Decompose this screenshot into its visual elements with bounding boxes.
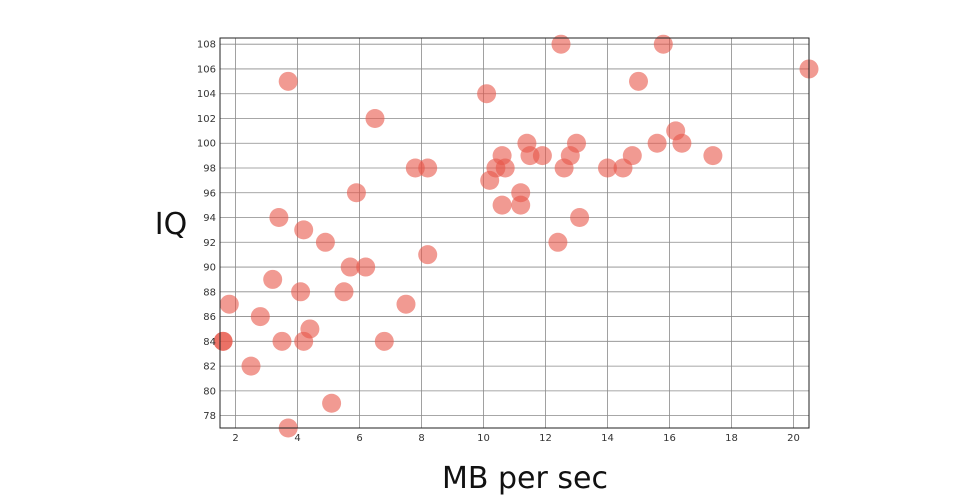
grid bbox=[220, 38, 809, 428]
data-point bbox=[269, 208, 289, 228]
data-point bbox=[647, 133, 667, 153]
plot-frame bbox=[219, 37, 810, 429]
data-point bbox=[511, 195, 531, 215]
x-axis-ticks: 2 4 6 8 10 12 14 16 18 20 bbox=[232, 433, 800, 444]
data-point bbox=[629, 71, 648, 91]
data-point bbox=[278, 71, 298, 91]
data-point bbox=[250, 307, 270, 327]
x-tick-label: 20 bbox=[787, 433, 800, 444]
x-tick-label: 4 bbox=[294, 433, 300, 444]
x-tick-label: 12 bbox=[539, 433, 552, 444]
y-tick-label: 78 bbox=[203, 411, 216, 422]
x-tick-label: 18 bbox=[725, 433, 738, 444]
data-point bbox=[322, 393, 342, 413]
y-tick-label: 94 bbox=[203, 213, 216, 224]
data-point bbox=[396, 294, 416, 314]
data-point bbox=[418, 245, 438, 265]
data-point bbox=[241, 356, 261, 376]
data-point bbox=[294, 220, 314, 240]
data-point bbox=[477, 84, 497, 104]
data-point bbox=[334, 282, 354, 302]
x-tick-label: 16 bbox=[663, 433, 676, 444]
y-tick-label: 80 bbox=[203, 386, 216, 397]
data-point bbox=[365, 108, 385, 128]
data-point bbox=[495, 158, 515, 178]
x-tick-label: 14 bbox=[601, 433, 614, 444]
data-point bbox=[492, 195, 512, 215]
data-point bbox=[567, 133, 586, 153]
data-point bbox=[300, 319, 320, 339]
data-point bbox=[374, 331, 394, 351]
x-tick-label: 6 bbox=[356, 433, 362, 444]
data-point bbox=[315, 232, 335, 252]
y-axis-title: IQ bbox=[155, 207, 187, 242]
x-axis-title: MB per sec bbox=[442, 461, 608, 496]
y-tick-label: 88 bbox=[203, 287, 216, 298]
y-axis-ticks: 78 80 82 84 86 88 90 92 94 96 98 100 102 104 106 108 bbox=[197, 40, 216, 422]
data-point bbox=[219, 294, 239, 314]
x-tick-label: 8 bbox=[418, 433, 424, 444]
y-tick-label: 82 bbox=[203, 362, 216, 373]
y-tick-label: 96 bbox=[203, 188, 216, 199]
data-point bbox=[356, 257, 376, 277]
y-tick-label: 84 bbox=[203, 337, 216, 348]
y-tick-label: 92 bbox=[203, 238, 216, 249]
data-point bbox=[213, 331, 233, 351]
data-point bbox=[263, 269, 283, 289]
data-point bbox=[346, 183, 366, 203]
y-tick-label: 108 bbox=[197, 40, 216, 51]
data-point bbox=[340, 257, 360, 277]
data-point bbox=[672, 133, 692, 153]
x-tick-label: 10 bbox=[477, 433, 490, 444]
data-point bbox=[548, 232, 568, 252]
data-point bbox=[598, 158, 617, 178]
data-point bbox=[532, 146, 552, 166]
data-point bbox=[653, 34, 673, 54]
y-tick-label: 86 bbox=[203, 312, 216, 323]
data-point bbox=[703, 146, 723, 166]
data-point bbox=[551, 34, 571, 54]
y-tick-label: 100 bbox=[197, 139, 216, 150]
data-point bbox=[622, 146, 642, 166]
y-tick-label: 90 bbox=[203, 263, 216, 274]
data-point bbox=[291, 282, 311, 302]
data-points bbox=[213, 34, 819, 438]
data-point bbox=[272, 331, 292, 351]
y-tick-label: 104 bbox=[197, 89, 216, 100]
data-point bbox=[570, 208, 590, 228]
y-tick-label: 102 bbox=[197, 114, 216, 125]
y-tick-label: 98 bbox=[203, 164, 216, 175]
x-tick-label: 2 bbox=[232, 433, 238, 444]
y-tick-label: 106 bbox=[197, 64, 216, 75]
data-point bbox=[418, 158, 438, 178]
